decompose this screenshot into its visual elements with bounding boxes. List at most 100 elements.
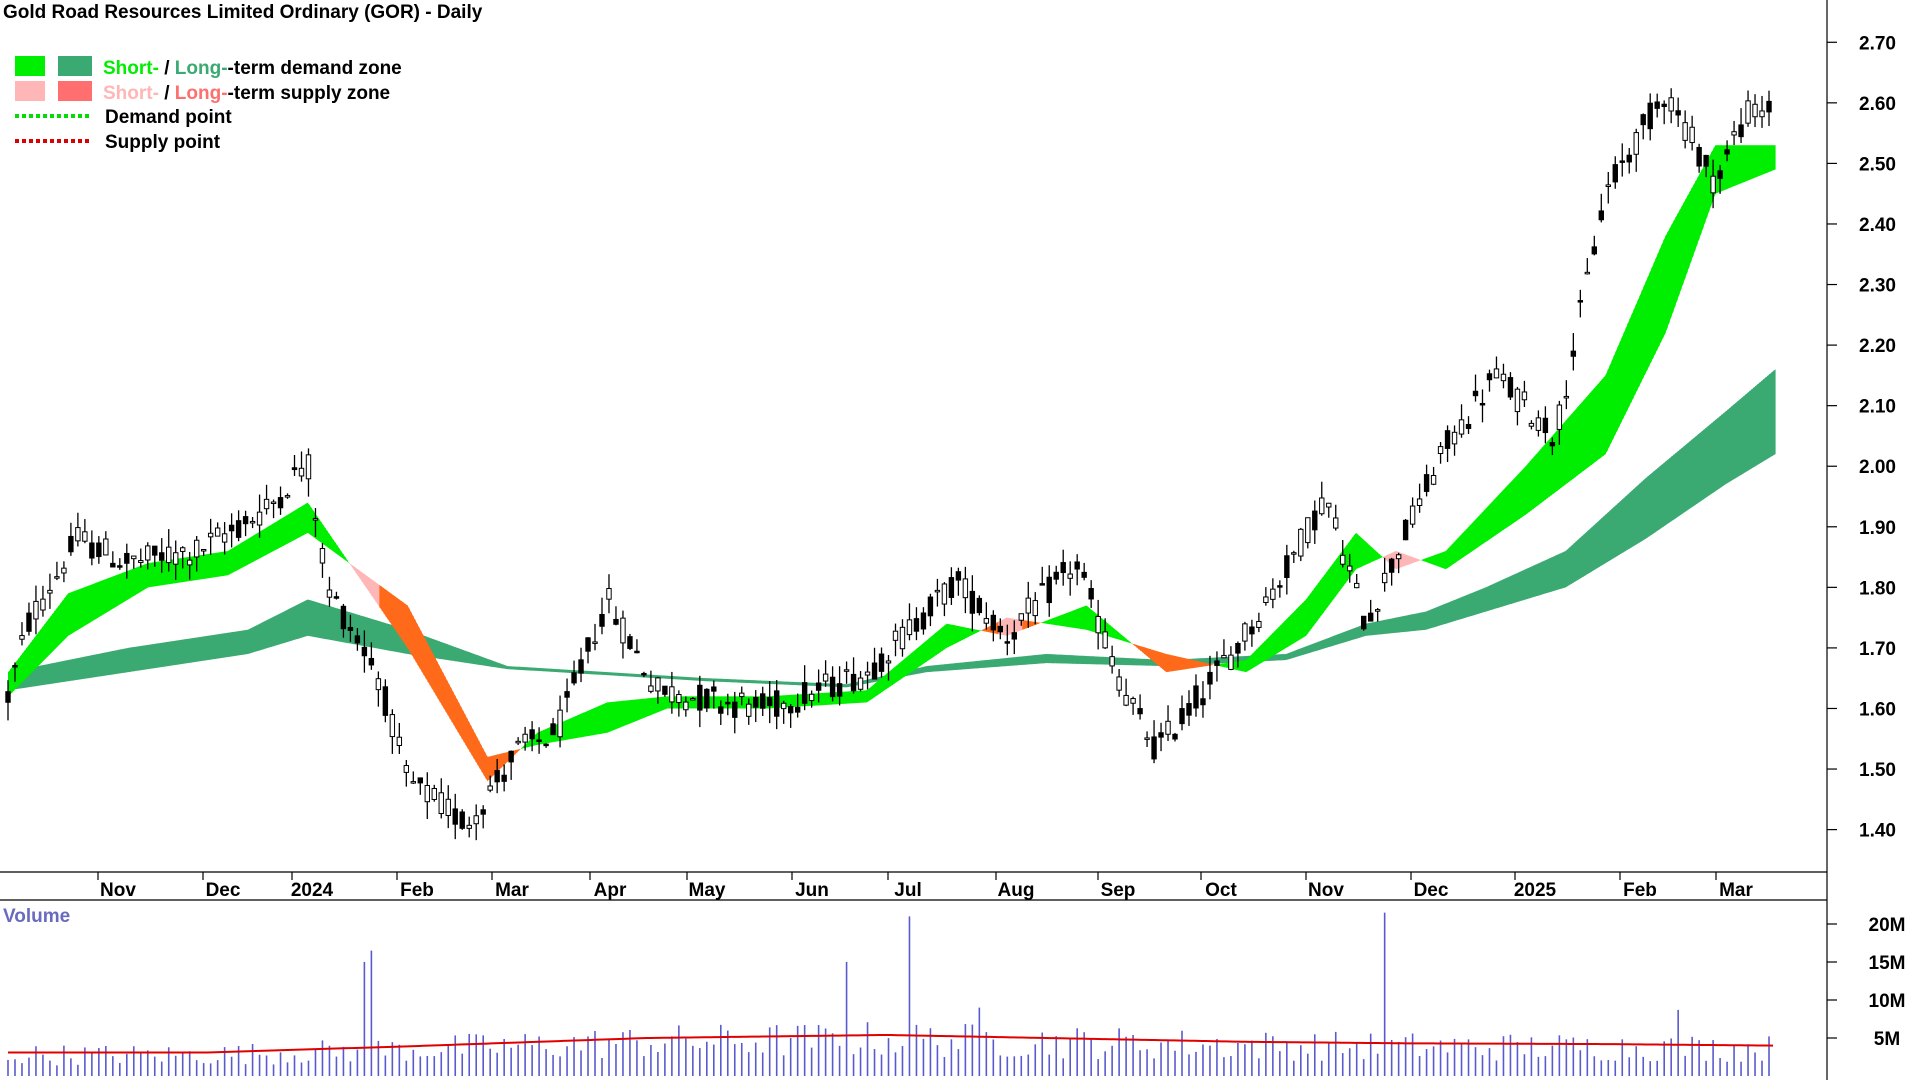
candle-body bbox=[1402, 519, 1409, 541]
short-term-zone-segment bbox=[1571, 411, 1574, 480]
candle-body bbox=[1032, 600, 1038, 617]
short-term-zone-segment bbox=[1381, 556, 1385, 559]
candle-body bbox=[1668, 97, 1674, 112]
short-term-zone-segment bbox=[1585, 395, 1588, 470]
short-term-zone-segment bbox=[1427, 556, 1431, 564]
long-term-zone-segment bbox=[107, 651, 111, 676]
short-term-zone-segment bbox=[519, 748, 522, 751]
long-term-zone-segment bbox=[630, 673, 634, 677]
long-term-zone-segment bbox=[1773, 369, 1776, 456]
time-tick-label: Mar bbox=[1719, 880, 1753, 901]
short-term-zone-segment bbox=[593, 707, 596, 736]
price-tick-label: 2.10 bbox=[1859, 397, 1896, 418]
short-term-zone-segment bbox=[1525, 463, 1529, 515]
long-term-zone-segment bbox=[1088, 656, 1091, 665]
short-term-zone-segment bbox=[1241, 660, 1245, 672]
short-term-zone-segment bbox=[327, 531, 331, 549]
price-tick-label: 2.40 bbox=[1859, 215, 1896, 236]
candle-body bbox=[180, 547, 186, 552]
short-term-zone-segment bbox=[1459, 534, 1463, 560]
short-term-zone-segment bbox=[415, 620, 418, 665]
short-term-zone-segment bbox=[117, 573, 121, 606]
short-term-zone-segment bbox=[878, 678, 882, 695]
long-term-zone-segment bbox=[1517, 571, 1521, 602]
long-term-zone-segment bbox=[1058, 654, 1061, 664]
long-term-zone-segment bbox=[1397, 616, 1401, 633]
short-term-zone-segment bbox=[1120, 633, 1123, 641]
long-term-zone-segment bbox=[1733, 403, 1736, 480]
short-term-zone-segment bbox=[1747, 145, 1750, 181]
long-term-zone-segment bbox=[1146, 659, 1149, 666]
long-term-zone-segment bbox=[1473, 591, 1477, 616]
short-term-zone-segment bbox=[1289, 613, 1293, 646]
long-term-zone-segment bbox=[183, 639, 187, 664]
long-term-zone-segment bbox=[950, 663, 953, 671]
long-term-zone-segment bbox=[201, 636, 205, 661]
long-term-zone-segment bbox=[75, 658, 79, 681]
short-term-zone-segment bbox=[1365, 541, 1369, 565]
short-term-zone-segment bbox=[1629, 315, 1632, 406]
long-term-zone-segment bbox=[323, 604, 327, 640]
short-term-zone-segment bbox=[479, 741, 482, 772]
short-term-zone-segment bbox=[1132, 643, 1135, 646]
short-term-zone-segment bbox=[814, 693, 818, 706]
short-term-zone-segment bbox=[1243, 660, 1247, 673]
short-term-zone-segment bbox=[1683, 199, 1686, 283]
long-term-zone-segment bbox=[569, 669, 572, 673]
long-term-zone-segment bbox=[1038, 654, 1041, 664]
candle-body bbox=[1179, 708, 1185, 725]
short-term-zone-segment bbox=[165, 560, 169, 585]
long-term-zone-segment bbox=[141, 645, 145, 671]
short-term-zone-segment bbox=[1148, 648, 1151, 659]
short-term-zone-segment bbox=[97, 581, 101, 618]
candle-body bbox=[1717, 170, 1723, 179]
candle-body bbox=[480, 809, 486, 815]
long-term-zone-segment bbox=[269, 617, 273, 648]
candle-body bbox=[284, 495, 291, 498]
candle-body bbox=[1360, 615, 1367, 630]
long-term-zone-segment bbox=[93, 654, 97, 678]
candle-body bbox=[1570, 350, 1577, 357]
short-term-zone-segment bbox=[1633, 305, 1636, 398]
short-term-zone-segment bbox=[1611, 356, 1614, 442]
short-term-zone-segment bbox=[421, 632, 424, 675]
long-term-zone-segment bbox=[173, 640, 177, 666]
candle-body bbox=[1535, 417, 1542, 431]
short-term-zone-segment bbox=[235, 544, 239, 571]
short-term-zone-segment bbox=[1361, 538, 1365, 567]
short-term-zone-segment bbox=[69, 591, 73, 635]
long-term-zone-segment bbox=[708, 678, 712, 682]
long-term-zone-segment bbox=[610, 672, 614, 676]
long-term-zone-segment bbox=[261, 621, 265, 650]
long-term-zone-segment bbox=[153, 643, 157, 669]
short-term-zone-segment bbox=[1763, 145, 1766, 175]
short-term-zone-segment bbox=[786, 695, 790, 708]
long-term-zone-segment bbox=[285, 609, 289, 643]
long-term-zone-segment bbox=[796, 682, 800, 686]
short-term-zone-segment bbox=[81, 587, 85, 628]
short-term-zone-segment bbox=[1583, 398, 1586, 471]
long-term-zone-segment bbox=[1002, 658, 1005, 667]
short-term-zone-segment bbox=[1455, 538, 1459, 563]
long-term-zone-segment bbox=[1056, 654, 1059, 664]
short-term-zone-segment bbox=[598, 705, 602, 735]
long-term-zone-segment bbox=[636, 673, 640, 678]
short-term-zone-segment bbox=[1421, 559, 1425, 562]
short-term-zone-segment bbox=[1283, 619, 1287, 650]
short-term-zone-segment bbox=[423, 635, 426, 678]
short-term-zone-segment bbox=[1223, 663, 1227, 668]
long-term-zone-segment bbox=[1096, 656, 1099, 665]
short-term-zone-segment bbox=[1211, 664, 1215, 666]
short-term-zone-segment bbox=[1271, 631, 1275, 657]
long-term-zone-segment bbox=[1487, 585, 1491, 611]
short-term-zone-segment bbox=[938, 628, 942, 654]
candle-body bbox=[473, 815, 479, 825]
short-term-zone-segment bbox=[1327, 567, 1331, 607]
short-term-zone-segment bbox=[1613, 352, 1616, 438]
short-term-zone-segment bbox=[1052, 617, 1055, 625]
candle-body bbox=[620, 617, 626, 644]
long-term-zone-segment bbox=[788, 681, 792, 685]
short-term-zone-segment bbox=[1677, 210, 1680, 300]
short-term-zone-segment bbox=[1483, 508, 1487, 544]
long-term-zone-segment bbox=[527, 667, 530, 671]
